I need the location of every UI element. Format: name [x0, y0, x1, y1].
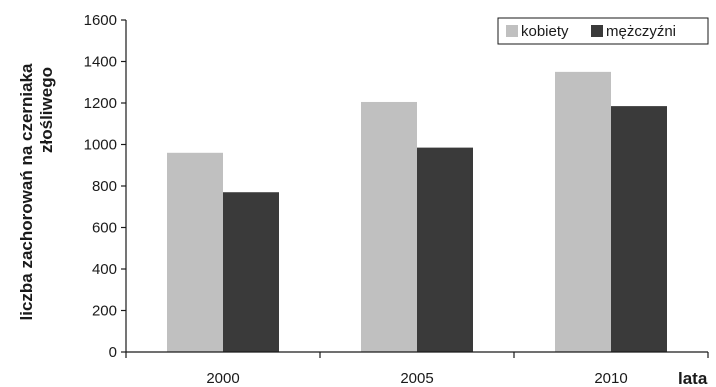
- y-tick-labels: 0 200 400 600 800 1000 1200 1400 1600: [84, 12, 117, 361]
- y-tick-label: 600: [92, 220, 117, 237]
- bar-mężczyźni-2005: [417, 147, 473, 352]
- legend-label: kobiety: [521, 23, 569, 40]
- bars-group: [167, 71, 667, 353]
- y-tick-label: 200: [92, 303, 117, 320]
- x-tick-label: 2000: [206, 370, 239, 387]
- bar-kobiety-2000: [167, 152, 223, 352]
- bar-mężczyźni-2010: [611, 106, 667, 352]
- bar-kobiety-2010: [555, 71, 611, 352]
- y-axis-title-line-1: liczba zachorowań na czerniaka: [17, 63, 36, 321]
- axes-group: [121, 19, 709, 358]
- y-tick-label: 1000: [84, 137, 117, 154]
- y-tick-label: 0: [109, 344, 117, 361]
- legend-swatch: [506, 25, 518, 37]
- x-axis-title: lata: [678, 369, 708, 387]
- x-tick-label: 2010: [594, 370, 627, 387]
- y-tick-label: 1200: [84, 95, 117, 112]
- legend-label: mężczyźni: [606, 23, 676, 40]
- y-axis-title-line-2: złośliwego: [37, 67, 56, 153]
- bar-kobiety-2005: [361, 101, 417, 353]
- x-tick-label: 2005: [400, 370, 433, 387]
- y-tick-label: 400: [92, 261, 117, 278]
- legend-swatch: [591, 25, 603, 37]
- bar-mężczyźni-2000: [223, 192, 279, 352]
- y-tick-label: 1400: [84, 54, 117, 71]
- y-axis-title: liczba zachorowań na czerniaka złośliweg…: [17, 63, 56, 321]
- legend: kobiety mężczyźni: [497, 17, 709, 45]
- y-tick-label: 1600: [84, 12, 117, 29]
- y-tick-label: 800: [92, 178, 117, 195]
- x-tick-labels: 2000 2005 2010: [206, 370, 627, 387]
